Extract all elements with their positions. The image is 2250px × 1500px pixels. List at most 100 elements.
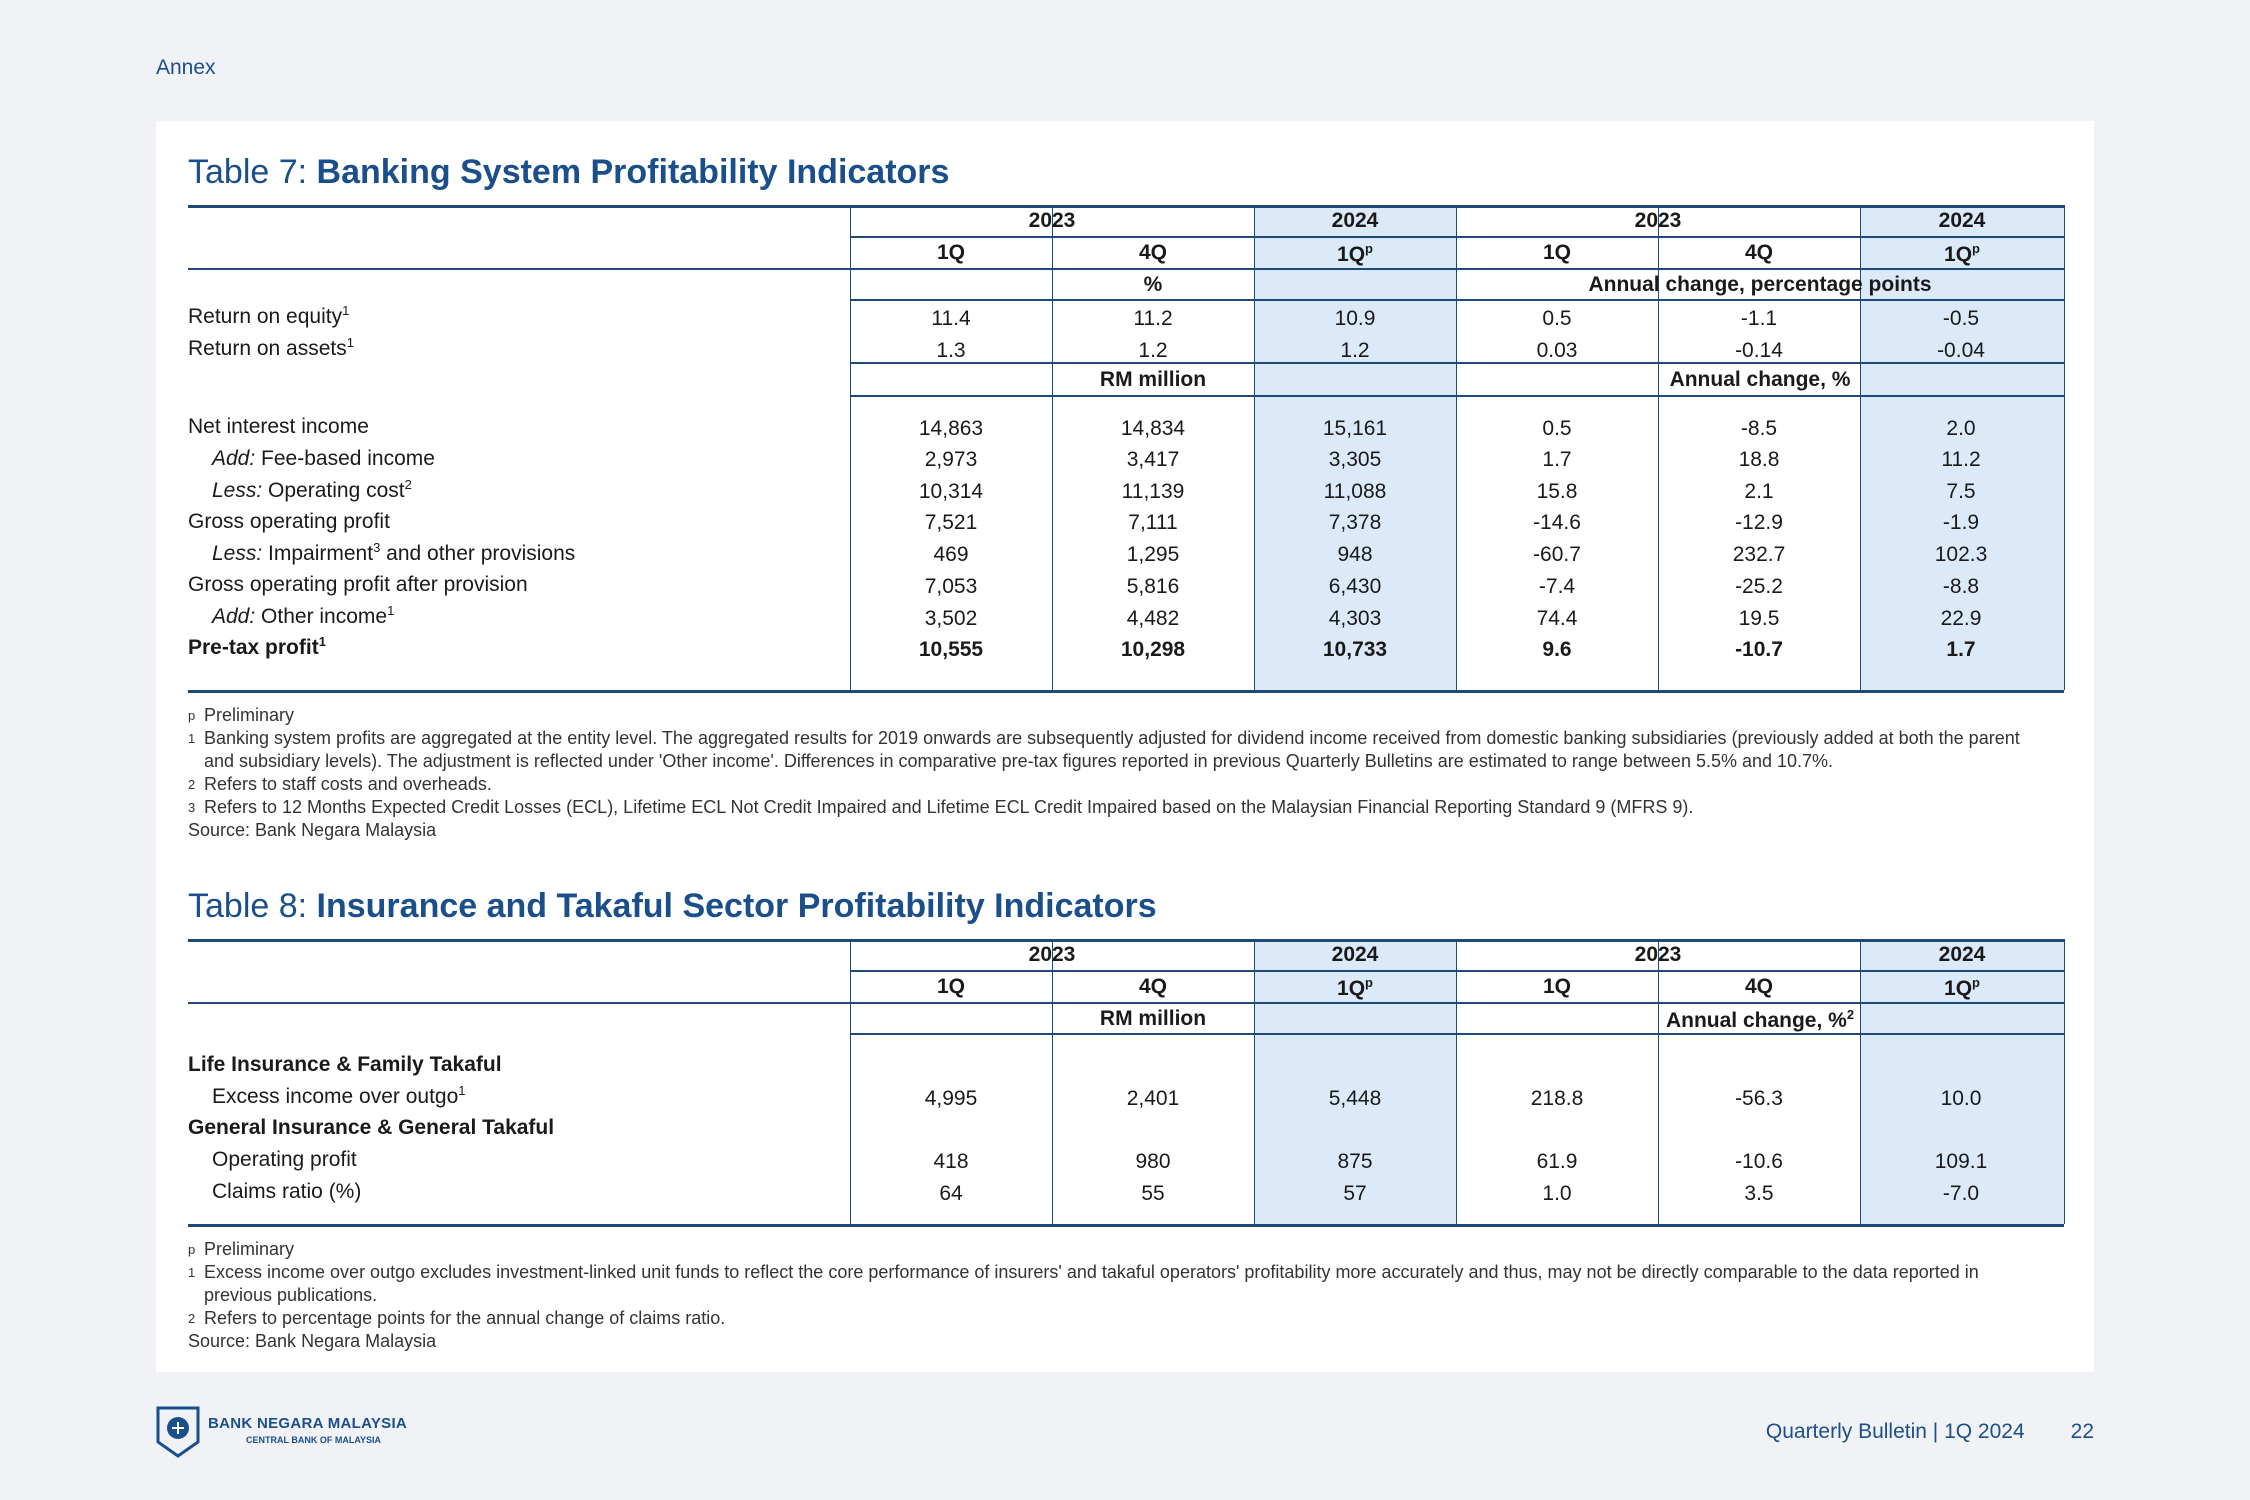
column-divider	[850, 205, 851, 690]
cell-value: -7.0	[1942, 1182, 1980, 1205]
row-label: Operating profit	[212, 1148, 357, 1171]
cell-value: 1.3	[936, 339, 966, 362]
cell-value: -8.8	[1942, 575, 1980, 598]
cell-value: 15,161	[1322, 417, 1388, 440]
cell-value: 3.5	[1744, 1182, 1774, 1205]
cell-value: 15.8	[1536, 480, 1578, 503]
table8-footnotes: p Preliminary 1 Excess income over outgo e…	[188, 1239, 1979, 1351]
cell-value: 3,417	[1126, 448, 1180, 471]
cell-value: 980	[1135, 1150, 1171, 1173]
cell-value: 11,088	[1323, 480, 1387, 503]
cell-value: -7.4	[1538, 575, 1576, 598]
header-rule	[850, 1033, 2064, 1035]
unit-header: RM million	[1099, 1007, 1207, 1030]
table-bottom-rule	[188, 1224, 2064, 1227]
column-divider	[2064, 205, 2065, 690]
column-divider	[1052, 205, 1053, 690]
row-label: Less: Impairment3 and other provisions	[212, 540, 576, 565]
column-divider	[1254, 205, 1255, 690]
year-header: 2024	[1331, 209, 1379, 232]
cell-value: 1.2	[1138, 339, 1168, 362]
cell-value: -25.2	[1735, 575, 1783, 598]
cell-value: 232.7	[1732, 543, 1786, 566]
cell-value: 6,430	[1328, 575, 1382, 598]
header-rule	[850, 236, 2064, 238]
cell-value: 0.5	[1542, 417, 1572, 440]
cell-value: 2,401	[1126, 1087, 1180, 1110]
table7-footnotes: p Preliminary 1 Banking system profits are…	[188, 705, 2020, 840]
header-rule	[188, 1002, 2064, 1004]
header-rule	[850, 395, 2064, 397]
cell-value: -10.7	[1735, 638, 1783, 661]
quarter-header: 1Q	[1542, 975, 1571, 998]
cell-value: -1.9	[1942, 511, 1980, 534]
table-top-rule	[188, 205, 2064, 208]
cell-value: 5,448	[1328, 1087, 1382, 1110]
quarter-header: 4Q	[1744, 241, 1773, 264]
cell-value: 10,733	[1322, 638, 1388, 661]
cell-value: 109.1	[1934, 1150, 1988, 1173]
quarter-header: 4Q	[1138, 975, 1167, 998]
cell-value: 1,295	[1126, 543, 1180, 566]
bnm-logo-text: BANK NEGARA MALAYSIA CENTRAL BANK OF MAL…	[208, 1415, 408, 1445]
cell-value: 7,378	[1328, 511, 1382, 534]
cell-value: 14,834	[1120, 417, 1186, 440]
cell-value: 0.5	[1542, 307, 1572, 330]
table7-title: Table 7: Banking System Profitability In…	[188, 153, 950, 191]
year-header: 2023	[1028, 209, 1076, 232]
cell-value: 22.9	[1940, 607, 1982, 630]
cell-value: 19.5	[1738, 607, 1780, 630]
unit-header: Annual change, %2	[1665, 1007, 1855, 1032]
cell-value: 9.6	[1542, 638, 1572, 661]
row-label: Excess income over outgo1	[212, 1083, 466, 1108]
page-number: 22	[2070, 1420, 2094, 1443]
year-header: 2024	[1938, 209, 1986, 232]
column-divider	[850, 939, 851, 1224]
footer-publication: Quarterly Bulletin | 1Q 2024 22	[1765, 1420, 2094, 1443]
cell-value: -0.04	[1937, 339, 1985, 362]
cell-value: 3,305	[1328, 448, 1382, 471]
row-label: Less: Operating cost2	[212, 477, 412, 502]
unit-header: Annual change, percentage points	[1588, 273, 1932, 296]
table8-title: Table 8: Insurance and Takaful Sector Pr…	[188, 887, 1157, 925]
content-panel: Table 7: Banking System Profitability In…	[156, 121, 2094, 1372]
cell-value: 7,521	[924, 511, 978, 534]
year-header: 2023	[1634, 943, 1682, 966]
row-label: Add: Fee-based income	[212, 447, 435, 470]
column-divider	[1658, 205, 1659, 690]
cell-value: -12.9	[1735, 511, 1783, 534]
cell-value: 11.4	[931, 307, 971, 330]
cell-value: 4,995	[924, 1087, 978, 1110]
year-header: 2024	[1938, 943, 1986, 966]
cell-value: 875	[1337, 1150, 1373, 1173]
section-label: Life Insurance & Family Takaful	[188, 1053, 502, 1076]
cell-value: -10.6	[1735, 1150, 1783, 1173]
header-rule	[850, 362, 2064, 364]
highlight-column	[1254, 205, 1456, 690]
header-rule	[188, 268, 2064, 270]
row-label: Net interest income	[188, 415, 369, 438]
cell-value: 2.0	[1946, 417, 1976, 440]
year-header: 2023	[1634, 209, 1682, 232]
cell-value: 61.9	[1536, 1150, 1578, 1173]
column-divider	[1658, 939, 1659, 1224]
cell-value: 3,502	[924, 607, 978, 630]
cell-value: 1.7	[1946, 638, 1976, 661]
cell-value: 11,139	[1121, 480, 1185, 503]
cell-value: 7,053	[924, 575, 978, 598]
table-bottom-rule	[188, 690, 2064, 693]
quarter-header: 1Qp	[1944, 241, 1980, 266]
cell-value: 218.8	[1530, 1087, 1584, 1110]
cell-value: -14.6	[1533, 511, 1581, 534]
cell-value: 57	[1343, 1182, 1367, 1205]
quarter-header: 1Qp	[1944, 975, 1980, 1000]
cell-value: 5,816	[1126, 575, 1180, 598]
quarter-header: 1Qp	[1337, 975, 1373, 1000]
cell-value: 0.03	[1536, 339, 1578, 362]
cell-value: 74.4	[1536, 607, 1578, 630]
cell-value: 11.2	[1133, 307, 1173, 330]
unit-header: Annual change, %	[1669, 368, 1851, 391]
cell-value: 1.7	[1542, 448, 1572, 471]
cell-value: 7.5	[1946, 480, 1976, 503]
column-divider	[1860, 939, 1861, 1224]
